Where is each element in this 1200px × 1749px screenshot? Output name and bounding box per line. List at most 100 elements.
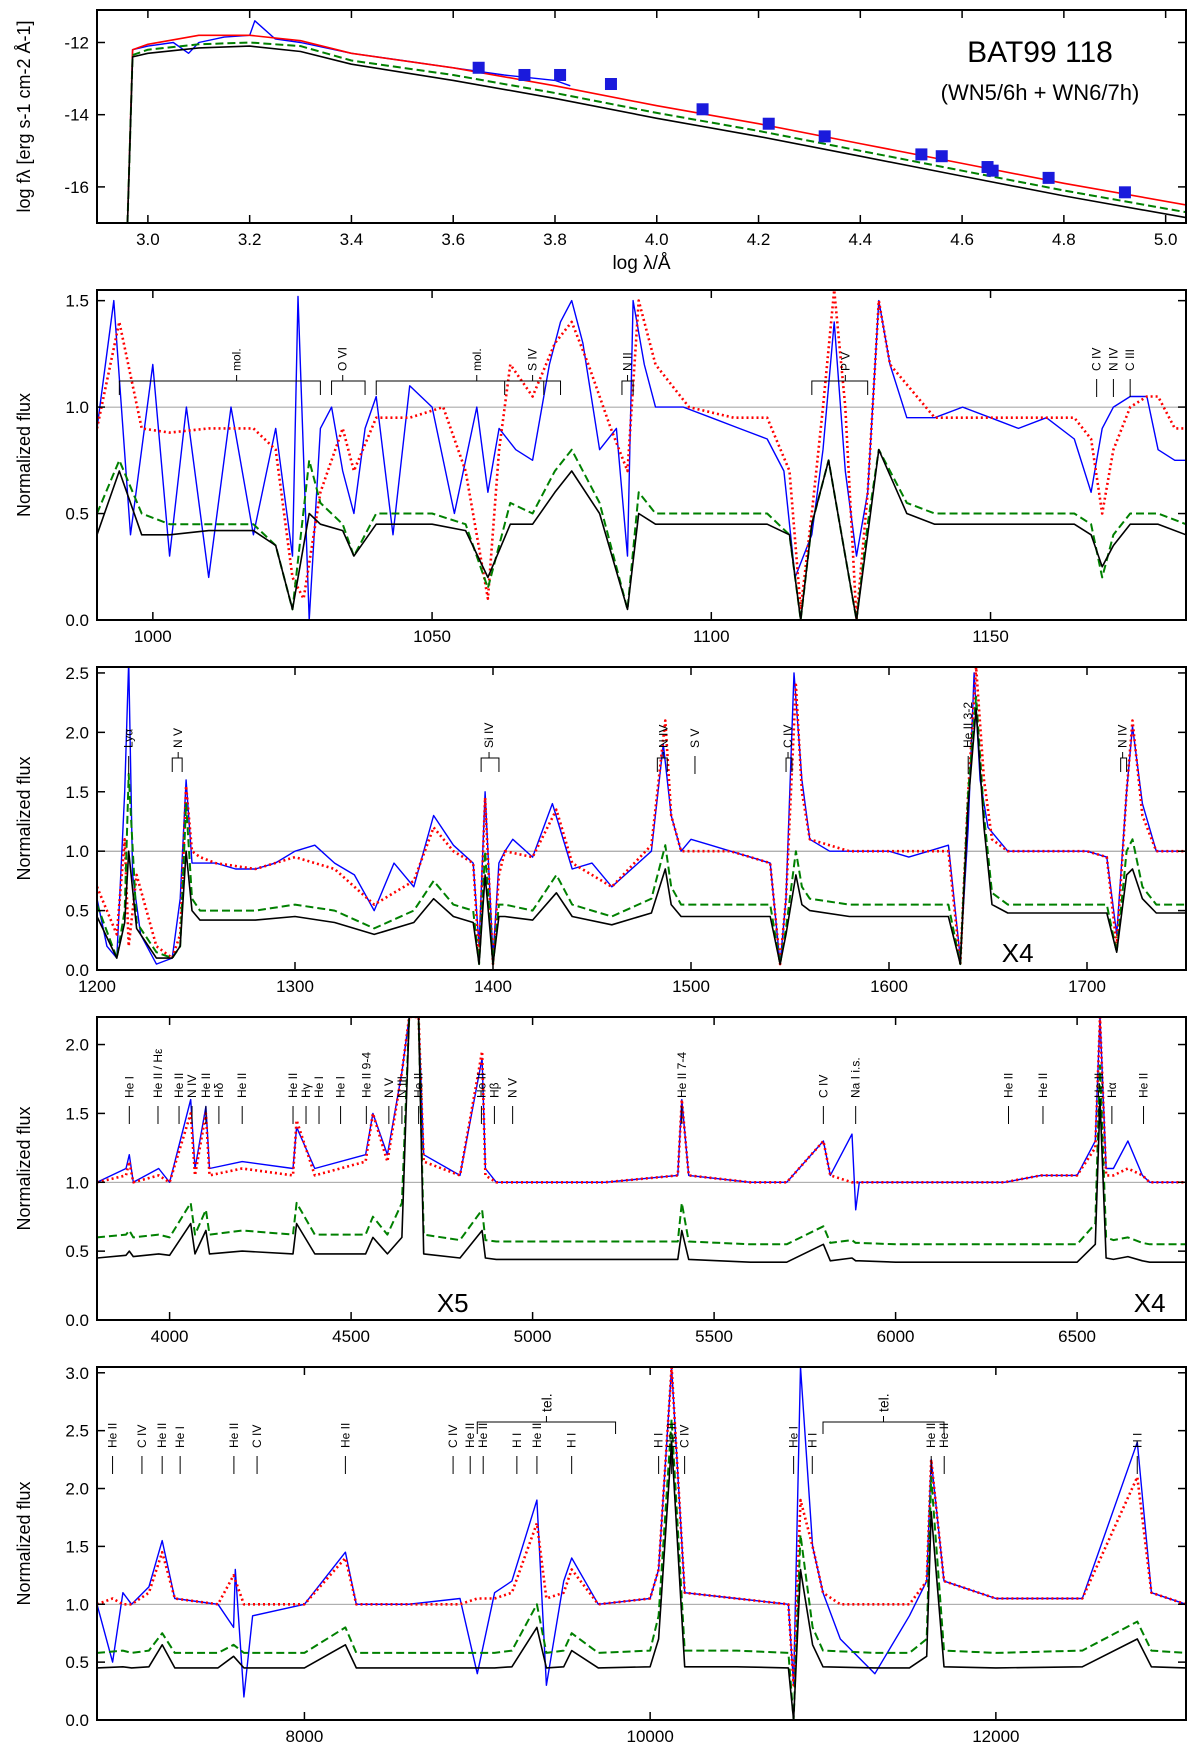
- line-label: He II: [412, 1073, 426, 1098]
- y-tick-label: 2.0: [65, 723, 89, 742]
- line-annotation: Na I i.s.: [849, 1057, 863, 1124]
- series-wn6-7h-model: [97, 1017, 1186, 1263]
- photometry-point: [986, 164, 999, 177]
- annotation-bracket: [118, 380, 321, 395]
- y-tick-label: 0.0: [65, 961, 89, 980]
- line-label: H I: [510, 1433, 524, 1448]
- x-axis-label: log λ/Å: [612, 253, 670, 274]
- line-annotation: He II: [172, 1073, 186, 1124]
- x-tick-label: 3.4: [340, 230, 364, 249]
- plot-area: [97, 1367, 1186, 1720]
- line-annotation: H I: [565, 1433, 579, 1474]
- line-label: He II: [530, 1423, 544, 1448]
- line-label: P V: [838, 352, 852, 371]
- y-tick-label: 1.0: [65, 1595, 89, 1614]
- x-tick-label: 4.0: [645, 230, 669, 249]
- line-annotation: He II / Hε: [151, 1048, 165, 1124]
- line-annotation: H I: [510, 1433, 524, 1474]
- line-label: He II: [1001, 1073, 1015, 1098]
- scale-factor-label: X4: [1134, 1288, 1166, 1318]
- telluric-region: tel.: [476, 1393, 617, 1434]
- line-annotation: Lyα: [122, 729, 136, 774]
- line-annotation: H I: [652, 1433, 666, 1474]
- line-label: He II: [924, 1423, 938, 1448]
- line-annotation: P V: [811, 352, 869, 395]
- y-axis-label: log fλ [erg s-1 cm-2 Å-1]: [14, 20, 34, 212]
- x-tick-label: 1300: [276, 977, 314, 996]
- panel-uv: 1200 1300 1400 1500 1600 1700 0.0 0.5 1.0 1.5 2.0 2…: [14, 664, 1187, 996]
- line-annotation: N II: [621, 352, 635, 395]
- series-wn5-6h-model: [97, 1017, 1186, 1246]
- panel-frame: [96, 666, 1187, 971]
- y-axis-label: Normalized flux: [14, 1106, 34, 1230]
- line-annotation: He II: [1092, 1073, 1106, 1124]
- line-label: H I: [565, 1433, 579, 1448]
- line-label: C IV: [135, 1425, 149, 1448]
- line-annotation: Hγ: [299, 1083, 313, 1124]
- x-tick-label: 1050: [413, 627, 451, 646]
- line-annotation: mol.: [118, 348, 321, 395]
- panel-fuv: 1000 1050 1100 1150 0.0 0.5 1.0 1.5 Normalized f…: [14, 289, 1187, 646]
- series-wn6-7h-model: [126, 45, 1186, 223]
- y-tick-label: 2.5: [65, 664, 89, 683]
- line-label: N IV: [185, 1075, 199, 1098]
- x-tick-label: 6500: [1058, 1327, 1096, 1346]
- y-tick-label: 0.0: [65, 1311, 89, 1330]
- line-label: N IV: [656, 725, 670, 748]
- x-tick-label: 1700: [1068, 977, 1106, 996]
- line-annotation: He II: [412, 1073, 426, 1124]
- line-label: Lyα: [122, 729, 136, 748]
- x-tick-label: 3.0: [136, 230, 160, 249]
- line-annotation: He II: [338, 1423, 352, 1474]
- photometry-point: [518, 68, 531, 81]
- line-label: N V: [171, 728, 185, 748]
- photometry-point: [696, 103, 709, 116]
- line-annotation: N III: [395, 1076, 409, 1124]
- y-tick-label: 3.0: [65, 1364, 89, 1383]
- line-label: C IV: [250, 1425, 264, 1448]
- line-label: He II 9-4: [359, 1052, 373, 1098]
- line-annotation: He II: [937, 1423, 951, 1474]
- line-label: He II / Hε: [151, 1048, 165, 1098]
- y-tick-label: 0.5: [65, 1242, 89, 1261]
- line-label: N IV: [1116, 725, 1130, 748]
- line-label: He II: [1036, 1073, 1050, 1098]
- panel-frame: [96, 1016, 1187, 1321]
- x-tick-label: 1600: [870, 977, 908, 996]
- line-label: N II: [621, 352, 635, 371]
- x-tick-label: 1000: [134, 627, 172, 646]
- line-label: He II 7-4: [675, 1052, 689, 1098]
- y-tick-label: 1.0: [65, 842, 89, 861]
- line-label: He I: [122, 1076, 136, 1098]
- line-label: He II: [937, 1423, 951, 1448]
- panel-frame: [96, 289, 1187, 621]
- line-annotation: H I: [805, 1433, 819, 1474]
- series-composite-model: [97, 290, 1186, 620]
- photometry-point: [915, 148, 928, 161]
- photometry-point: [818, 130, 831, 143]
- series-wn6-7h-model: [97, 448, 1186, 620]
- line-annotation: N V: [382, 1078, 396, 1124]
- x-tick-label: 8000: [286, 1727, 324, 1746]
- x-tick-label: 4.4: [848, 230, 872, 249]
- series-wn6-7h-model: [97, 1441, 1186, 1720]
- line-annotation: Hδ: [212, 1082, 226, 1124]
- plot-area: [97, 1017, 1186, 1263]
- x-tick-label: 5000: [514, 1327, 552, 1346]
- line-label: He II: [106, 1423, 120, 1448]
- line-label: C IV: [1090, 348, 1104, 371]
- line-label: mol.: [470, 348, 484, 371]
- annotation-bracket: [811, 380, 869, 395]
- photometry-point: [1118, 186, 1131, 199]
- y-tick-label: 1.5: [65, 1104, 89, 1123]
- line-label: He II: [665, 1423, 679, 1448]
- line-annotation: C III: [1123, 349, 1137, 397]
- line-label: H I: [652, 1433, 666, 1448]
- chart-subtitle: (WN5/6h + WN6/7h): [941, 80, 1140, 105]
- line-annotation: He II 9-4: [359, 1052, 373, 1124]
- line-annotation: He II: [155, 1423, 169, 1474]
- line-annotation: He II: [199, 1073, 213, 1124]
- line-annotation: He I: [787, 1426, 801, 1474]
- line-label: C IV: [446, 1425, 460, 1448]
- line-label: He II: [474, 1073, 488, 1098]
